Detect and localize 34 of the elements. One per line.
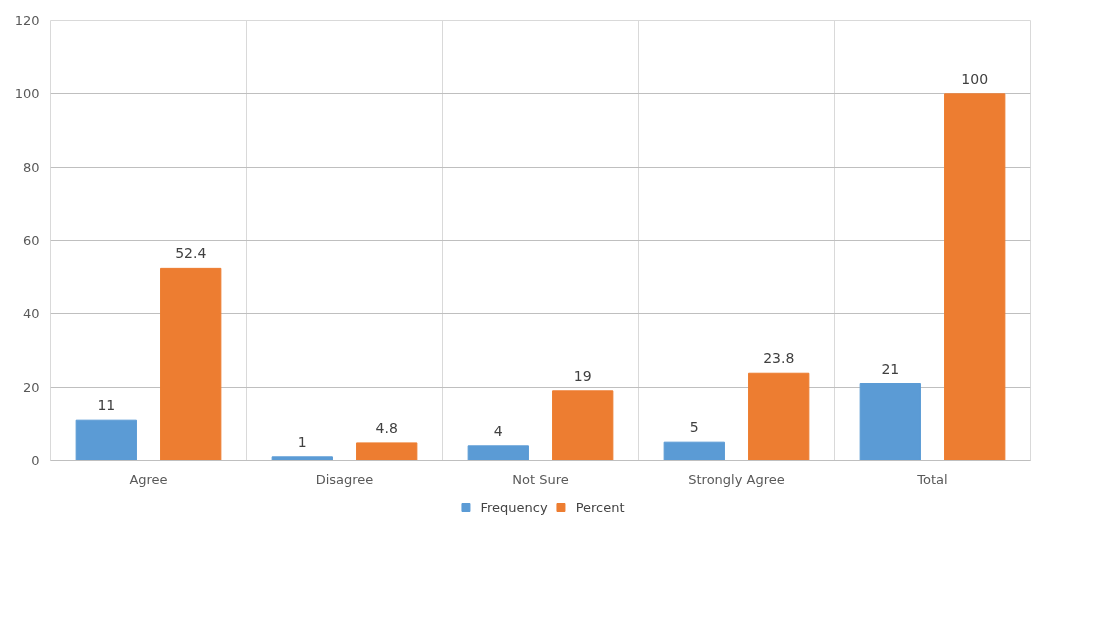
data-label: 11 [97,397,116,414]
x-tick-label: Not Sure [512,471,569,487]
bar [356,442,418,461]
bar [160,267,222,461]
data-label: 23.8 [763,350,795,367]
bar [75,419,137,461]
legend-label: Percent [575,499,625,515]
data-label: 4 [493,422,503,439]
bar [467,445,529,461]
x-tick-label: Agree [129,471,168,487]
bar [944,93,1006,461]
bar [552,390,614,461]
y-tick-label: 60 [22,233,40,248]
y-tick-label: 20 [22,379,40,395]
data-label: 21 [881,360,900,377]
bar [663,441,725,461]
bar [859,383,921,461]
y-tick-label: 80 [22,159,40,175]
y-tick-label: 100 [14,86,40,102]
x-tick-label: Strongly Agree [688,471,785,487]
legend-label: Frequency [480,499,548,515]
data-label: 1 [297,433,307,450]
x-tick-label: Total [916,471,948,487]
y-tick-label: 40 [22,306,40,322]
bar [748,372,810,461]
y-tick-label: 0 [31,453,40,468]
bar [271,456,333,461]
x-tick-label: Disagree [315,471,374,487]
data-label: 52.4 [175,245,207,262]
data-label: 4.8 [375,419,398,436]
data-label: 5 [689,419,699,436]
y-tick-label: 120 [14,13,40,28]
data-label: 100 [961,70,989,87]
data-label: 19 [573,367,592,384]
